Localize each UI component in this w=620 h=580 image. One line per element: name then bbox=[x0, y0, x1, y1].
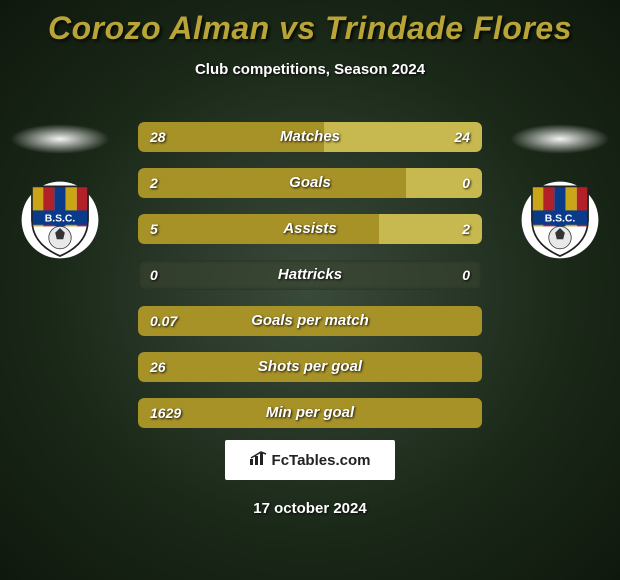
stat-label: Goals per match bbox=[138, 306, 482, 336]
svg-text:B.S.C.: B.S.C. bbox=[545, 214, 576, 225]
stat-row: 1629Min per goal bbox=[138, 398, 482, 428]
comparison-title: Corozo Alman vs Trindade Flores bbox=[0, 0, 620, 47]
stat-label: Goals bbox=[138, 168, 482, 198]
spotlight-right bbox=[510, 124, 610, 154]
stat-label: Assists bbox=[138, 214, 482, 244]
chart-icon bbox=[250, 451, 268, 469]
stat-label: Hattricks bbox=[138, 260, 482, 290]
stats-bars: 2824Matches 20Goals 52Assists 00Hattricks 0.… bbox=[138, 122, 482, 444]
competition-subtitle: Club competitions, Season 2024 bbox=[0, 61, 620, 78]
stat-label: Shots per goal bbox=[138, 352, 482, 382]
player-2-name: Trindade Flores bbox=[325, 10, 572, 46]
stat-label: Min per goal bbox=[138, 398, 482, 428]
stat-row: 52Assists bbox=[138, 214, 482, 244]
stat-row: 0.07Goals per match bbox=[138, 306, 482, 336]
stat-label: Matches bbox=[138, 122, 482, 152]
source-brand: FcTables.com bbox=[225, 440, 395, 480]
stat-row: 20Goals bbox=[138, 168, 482, 198]
club-crest-left: B.S.C. bbox=[20, 180, 100, 260]
stat-row: 26Shots per goal bbox=[138, 352, 482, 382]
stat-row: 2824Matches bbox=[138, 122, 482, 152]
footer-date: 17 october 2024 bbox=[0, 500, 620, 517]
player-1-name: Corozo Alman bbox=[48, 10, 270, 46]
svg-text:B.S.C.: B.S.C. bbox=[45, 214, 76, 225]
brand-text: FcTables.com bbox=[272, 452, 371, 469]
stat-row: 00Hattricks bbox=[138, 260, 482, 290]
vs-text: vs bbox=[279, 10, 316, 46]
club-crest-right: B.S.C. bbox=[520, 180, 600, 260]
spotlight-left bbox=[10, 124, 110, 154]
